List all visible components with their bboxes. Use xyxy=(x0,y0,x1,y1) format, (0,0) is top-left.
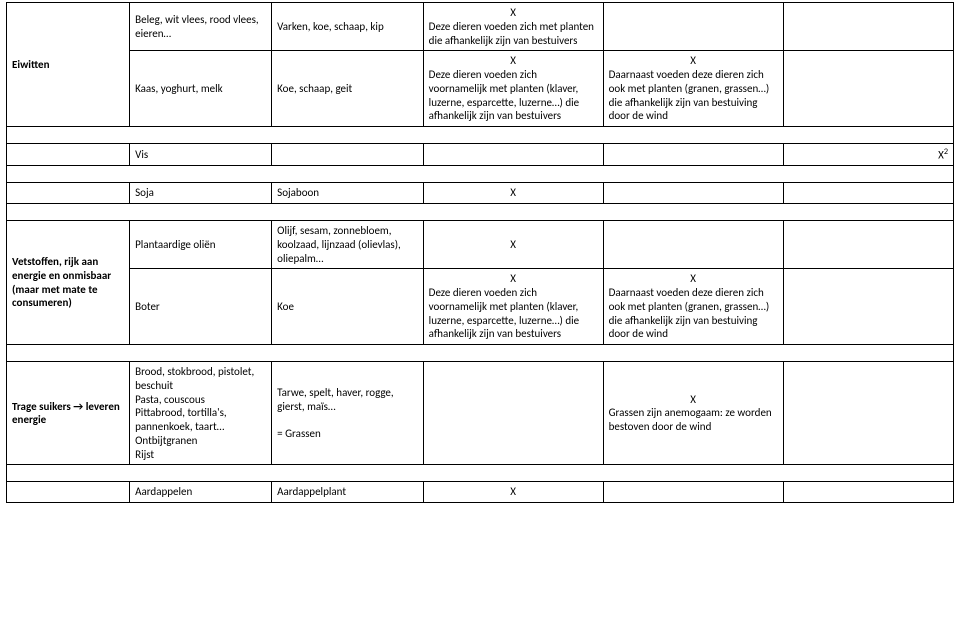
cell: Olijf, sesam, zonnebloem, koolzaad, lijn… xyxy=(272,221,424,269)
cell: Aardappelplant xyxy=(272,482,424,503)
group-label-vetstoffen: Vetstoffen, rijk aan energie en onmisbaa… xyxy=(7,221,130,345)
cell: Kaas, yoghurt, melk xyxy=(130,51,272,127)
cell: Koe xyxy=(272,269,424,345)
table-row: Trage suikers → leveren energie Brood, s… xyxy=(7,362,954,465)
table-row: Soja Sojaboon X xyxy=(7,183,954,204)
table-row: Vetstoffen, rijk aan energie en onmisbaa… xyxy=(7,221,954,269)
cell: Sojaboon xyxy=(272,183,424,204)
cell xyxy=(783,362,953,465)
cell: XDaarnaast voeden deze dieren zich ook m… xyxy=(603,51,783,127)
cell: XGrassen zijn anemogaam: ze worden besto… xyxy=(603,362,783,465)
cell xyxy=(783,3,953,51)
cell: XDeze dieren voeden zich voornamelijk me… xyxy=(423,269,603,345)
cell: Varken, koe, schaap, kip xyxy=(272,3,424,51)
cell xyxy=(7,144,130,166)
cell: XDeze dieren voeden zich voornamelijk me… xyxy=(423,51,603,127)
cell xyxy=(783,183,953,204)
cell xyxy=(783,51,953,127)
cell xyxy=(423,362,603,465)
cell: X xyxy=(423,183,603,204)
cell: X2 xyxy=(783,144,953,166)
cell: X xyxy=(423,221,603,269)
table-row: Aardappelen Aardappelplant X xyxy=(7,482,954,503)
table-row: Kaas, yoghurt, melk Koe, schaap, geit XD… xyxy=(7,51,954,127)
separator-row xyxy=(7,345,954,362)
separator-row xyxy=(7,204,954,221)
separator-row xyxy=(7,166,954,183)
cell xyxy=(603,144,783,166)
cell xyxy=(603,221,783,269)
separator-row xyxy=(7,465,954,482)
cell: Brood, stokbrood, pistolet, beschuitPast… xyxy=(130,362,272,465)
cell xyxy=(783,482,953,503)
cell: Beleg, wit vlees, rood vlees, eieren… xyxy=(130,3,272,51)
cell xyxy=(7,183,130,204)
table-row: Boter Koe XDeze dieren voeden zich voorn… xyxy=(7,269,954,345)
cell: X xyxy=(423,482,603,503)
table-row: Vis X2 xyxy=(7,144,954,166)
cell: Plantaardige oliën xyxy=(130,221,272,269)
cell: Boter xyxy=(130,269,272,345)
cell xyxy=(423,144,603,166)
cell: XDaarnaast voeden deze dieren zich ook m… xyxy=(603,269,783,345)
group-label-eiwitten: Eiwitten xyxy=(7,3,130,127)
cell xyxy=(783,221,953,269)
table-row: Eiwitten Beleg, wit vlees, rood vlees, e… xyxy=(7,3,954,51)
cell: XDeze dieren voeden zich met planten die… xyxy=(423,3,603,51)
cell: Tarwe, spelt, haver, rogge, gierst, maïs… xyxy=(272,362,424,465)
cell: Soja xyxy=(130,183,272,204)
cell xyxy=(603,482,783,503)
cell xyxy=(603,3,783,51)
cell xyxy=(783,269,953,345)
group-label-trage-suikers: Trage suikers → leveren energie xyxy=(7,362,130,465)
page: Eiwitten Beleg, wit vlees, rood vlees, e… xyxy=(0,0,960,620)
cell: Vis xyxy=(130,144,272,166)
cell xyxy=(7,482,130,503)
separator-row xyxy=(7,127,954,144)
nutrition-table: Eiwitten Beleg, wit vlees, rood vlees, e… xyxy=(6,2,954,503)
cell xyxy=(603,183,783,204)
cell: Koe, schaap, geit xyxy=(272,51,424,127)
cell xyxy=(272,144,424,166)
cell: Aardappelen xyxy=(130,482,272,503)
